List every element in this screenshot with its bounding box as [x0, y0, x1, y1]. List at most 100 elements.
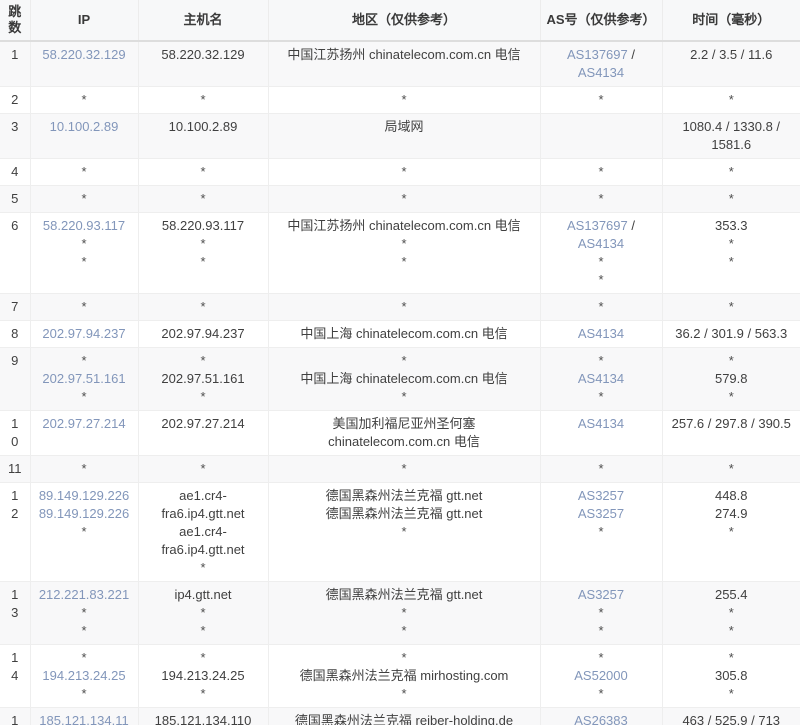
asn-link[interactable]: AS3257	[577, 587, 625, 602]
hop-cell: 9	[0, 347, 31, 411]
asn-cell: AS4134	[539, 410, 663, 456]
no-response-asterisk: *	[728, 650, 734, 665]
no-response-asterisk: *	[401, 389, 407, 404]
no-response-asterisk: *	[200, 191, 206, 206]
region-cell: *	[267, 86, 541, 114]
no-response-asterisk: *	[81, 650, 87, 665]
region-line: 德国黑森州法兰克福 gtt.net	[325, 587, 483, 602]
hop-line: 3	[11, 119, 19, 134]
asn-cell: *	[539, 158, 663, 186]
region-line: 德国黑森州法兰克福 mirhosting.com	[299, 668, 509, 683]
table-row: 1 58.220.32.129 58.220.32.129 中国江苏扬州 chinat…	[0, 40, 800, 87]
hostname-cell: 185.121.134.110	[137, 707, 269, 725]
asn-line: AS137697 / AS4134	[567, 47, 635, 80]
ip-link[interactable]: 202.97.51.161	[42, 371, 126, 386]
ip-line: 89.149.129.226	[39, 505, 130, 523]
no-response-asterisk: *	[401, 650, 407, 665]
ip-link[interactable]: 202.97.27.214	[42, 416, 126, 431]
hostname-line: 10.100.2.89	[168, 119, 238, 134]
ip-cell: *	[29, 158, 139, 186]
asn-link[interactable]: AS4134	[577, 326, 625, 341]
region-line: 德国黑森州法兰克福 gtt.net	[325, 506, 483, 521]
no-response-asterisk: *	[401, 461, 407, 476]
asn-link[interactable]: AS3257	[577, 488, 625, 503]
region-cell: 中国上海 chinatelecom.com.cn 电信	[267, 320, 541, 348]
ip-link[interactable]: 10.100.2.89	[49, 119, 119, 134]
hop-line: 10	[11, 416, 19, 449]
asn-line: AS3257	[549, 505, 654, 523]
time-line: 274.9	[714, 506, 748, 521]
hostname-cell: *	[137, 293, 269, 321]
ip-cell: 89.149.129.226 89.149.129.226 *	[29, 482, 139, 582]
time-cell: * 305.8 *	[661, 644, 800, 708]
asn-line: AS137697 / AS4134	[567, 218, 635, 251]
no-response-asterisk: *	[728, 164, 734, 179]
asn-link[interactable]: AS26383	[574, 713, 628, 725]
hop-cell: 1	[0, 40, 31, 87]
no-response-asterisk: *	[81, 164, 87, 179]
region-cell: 局域网	[267, 113, 541, 159]
asn-line: AS3257	[549, 586, 654, 604]
asn-link[interactable]: AS4134	[577, 65, 625, 80]
time-cell: * 579.8 *	[661, 347, 800, 411]
hop-line: 2	[11, 92, 19, 107]
asn-link[interactable]: AS4134	[577, 416, 625, 431]
asn-link[interactable]: AS4134	[577, 371, 625, 386]
region-line: 德国黑森州法兰克福 reiber-holding.de	[294, 713, 514, 725]
time-cell: *	[661, 455, 800, 483]
ip-cell: 202.97.27.214	[29, 410, 139, 456]
asn-link[interactable]: AS4134	[577, 236, 625, 251]
asn-line: AS52000	[549, 667, 654, 685]
time-cell: *	[661, 293, 800, 321]
hostname-cell: *	[137, 86, 269, 114]
hostname-line: ae1.cr4-fra6.ip4.gtt.net	[161, 488, 245, 521]
ip-line: 10.100.2.89	[39, 118, 130, 136]
asn-link[interactable]: AS3257	[577, 506, 625, 521]
asn-cell: AS3257 AS3257 *	[539, 482, 663, 582]
ip-link[interactable]: 185.121.134.110	[39, 713, 129, 725]
ip-link[interactable]: 202.97.94.237	[42, 326, 126, 341]
hop-line: 15	[11, 713, 19, 725]
no-response-asterisk: *	[401, 236, 407, 251]
no-response-asterisk: *	[401, 686, 407, 701]
table-row: 6 58.220.93.117 * * 58.220.93.117 * * 中国江苏扬州 ch…	[0, 212, 800, 294]
ip-link[interactable]: 89.149.129.226	[38, 488, 130, 503]
asn-cell: AS26383	[539, 707, 663, 725]
no-response-asterisk: *	[728, 299, 734, 314]
hostname-cell: 58.220.32.129	[137, 40, 269, 87]
time-line: 1080.4 / 1330.8 / 1581.6	[682, 119, 781, 152]
no-response-asterisk: *	[81, 254, 87, 269]
asn-link[interactable]: AS52000	[574, 668, 628, 683]
hop-cell: 6	[0, 212, 31, 294]
ip-link[interactable]: 212.221.83.221	[38, 587, 130, 602]
ip-link[interactable]: 58.220.32.129	[42, 47, 126, 62]
table-row: 8 202.97.94.237 202.97.94.237 中国上海 chinatel…	[0, 320, 800, 348]
ip-cell: *	[29, 86, 139, 114]
hostname-cell: * 202.97.51.161 *	[137, 347, 269, 411]
asn-line: AS4134	[549, 325, 654, 343]
table-row: 2 * * * * *	[0, 86, 800, 114]
region-line: 美国加利福尼亚州圣何塞 chinatelecom.com.cn 电信	[328, 416, 480, 449]
hop-cell: 5	[0, 185, 31, 213]
hostname-line: 202.97.27.214	[161, 416, 245, 431]
time-cell: *	[661, 185, 800, 213]
no-response-asterisk: *	[598, 353, 604, 368]
time-line: 257.6 / 297.8 / 390.5	[671, 416, 791, 431]
region-line: 中国江苏扬州 chinatelecom.com.cn 电信	[287, 47, 521, 62]
ip-cell: *	[29, 455, 139, 483]
ip-link[interactable]: 89.149.129.226	[38, 506, 130, 521]
no-response-asterisk: *	[728, 254, 734, 269]
ip-cell: *	[29, 185, 139, 213]
ip-cell: *	[29, 293, 139, 321]
no-response-asterisk: *	[81, 353, 87, 368]
no-response-asterisk: *	[81, 605, 87, 620]
ip-link[interactable]: 58.220.93.117	[42, 218, 126, 233]
region-cell: *	[267, 158, 541, 186]
hostname-cell: * 194.213.24.25 *	[137, 644, 269, 708]
ip-link[interactable]: 194.213.24.25	[42, 668, 126, 683]
asn-link[interactable]: AS137697	[567, 218, 628, 233]
hop-cell: 11	[0, 455, 31, 483]
no-response-asterisk: *	[728, 389, 734, 404]
asn-line: AS3257	[549, 487, 654, 505]
asn-link[interactable]: AS137697	[567, 47, 628, 62]
